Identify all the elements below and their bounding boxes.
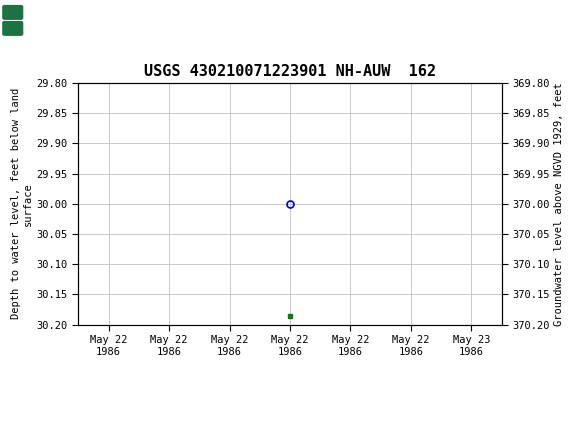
Y-axis label: Groundwater level above NGVD 1929, feet: Groundwater level above NGVD 1929, feet: [554, 82, 564, 326]
FancyBboxPatch shape: [3, 22, 23, 35]
FancyBboxPatch shape: [3, 3, 43, 37]
Y-axis label: Depth to water level, feet below land
surface: Depth to water level, feet below land su…: [11, 88, 32, 319]
Text: USGS 430210071223901 NH-AUW  162: USGS 430210071223901 NH-AUW 162: [144, 64, 436, 79]
FancyBboxPatch shape: [3, 6, 23, 19]
Text: USGS: USGS: [493, 11, 548, 29]
